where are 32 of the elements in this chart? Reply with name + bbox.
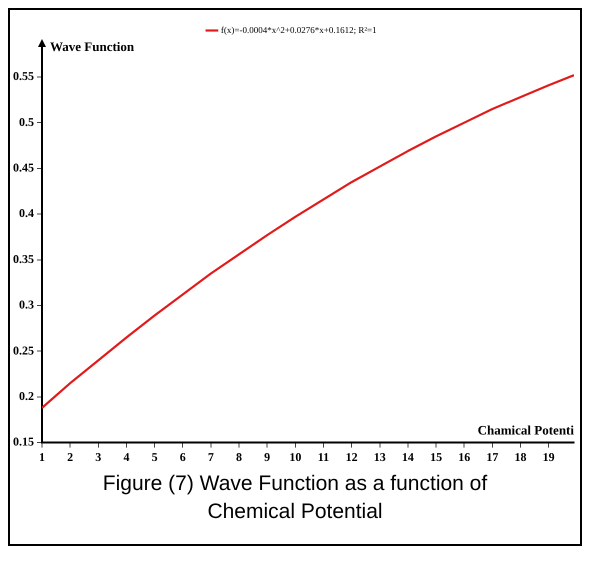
y-tick-label: 0.2	[19, 388, 34, 403]
x-tick-label: 5	[152, 450, 158, 464]
x-tick-label: 7	[208, 450, 214, 464]
x-tick-label: 8	[236, 450, 242, 464]
y-tick-label: 0.55	[13, 69, 34, 84]
y-tick-label: 0.15	[13, 434, 34, 449]
y-tick-label: 0.5	[19, 114, 34, 129]
x-tick-label: 15	[430, 450, 442, 464]
y-axis-title: Wave Function	[50, 39, 135, 54]
y-tick-label: 0.45	[13, 160, 34, 174]
x-tick-label: 19	[542, 450, 555, 464]
x-tick-label: 18	[514, 450, 527, 464]
y-tick-label: 0.35	[13, 252, 34, 266]
x-tick-label: 14	[402, 450, 414, 464]
x-tick-label: 10	[289, 450, 302, 464]
x-tick-label: 9	[264, 450, 270, 464]
y-tick-label: 0.25	[13, 343, 34, 358]
x-tick-label: 6	[180, 450, 186, 464]
text: Figure (7) Wave Function as a function of Chemical Potential	[102, 471, 488, 525]
x-tick-label: 11	[318, 450, 330, 464]
y-tick-label: 0.4	[19, 206, 34, 220]
x-tick-label: 13	[374, 450, 386, 464]
x-tick-label: 4	[123, 450, 130, 464]
x-axis-title: Chamical Potenti	[478, 422, 574, 438]
x-tick-label: 1	[39, 450, 45, 464]
y-tick-label: 0.3	[19, 298, 34, 312]
x-tick-label: 17	[486, 450, 498, 464]
x-tick-label: 2	[67, 450, 74, 464]
x-tick-label: 12	[346, 450, 358, 464]
x-tick-label: 16	[458, 450, 470, 464]
x-tick-label: 3	[95, 450, 102, 464]
legend-label: f(x)=-0.0004*x^2+0.0276*x+0.1612; R²=1	[220, 24, 377, 35]
